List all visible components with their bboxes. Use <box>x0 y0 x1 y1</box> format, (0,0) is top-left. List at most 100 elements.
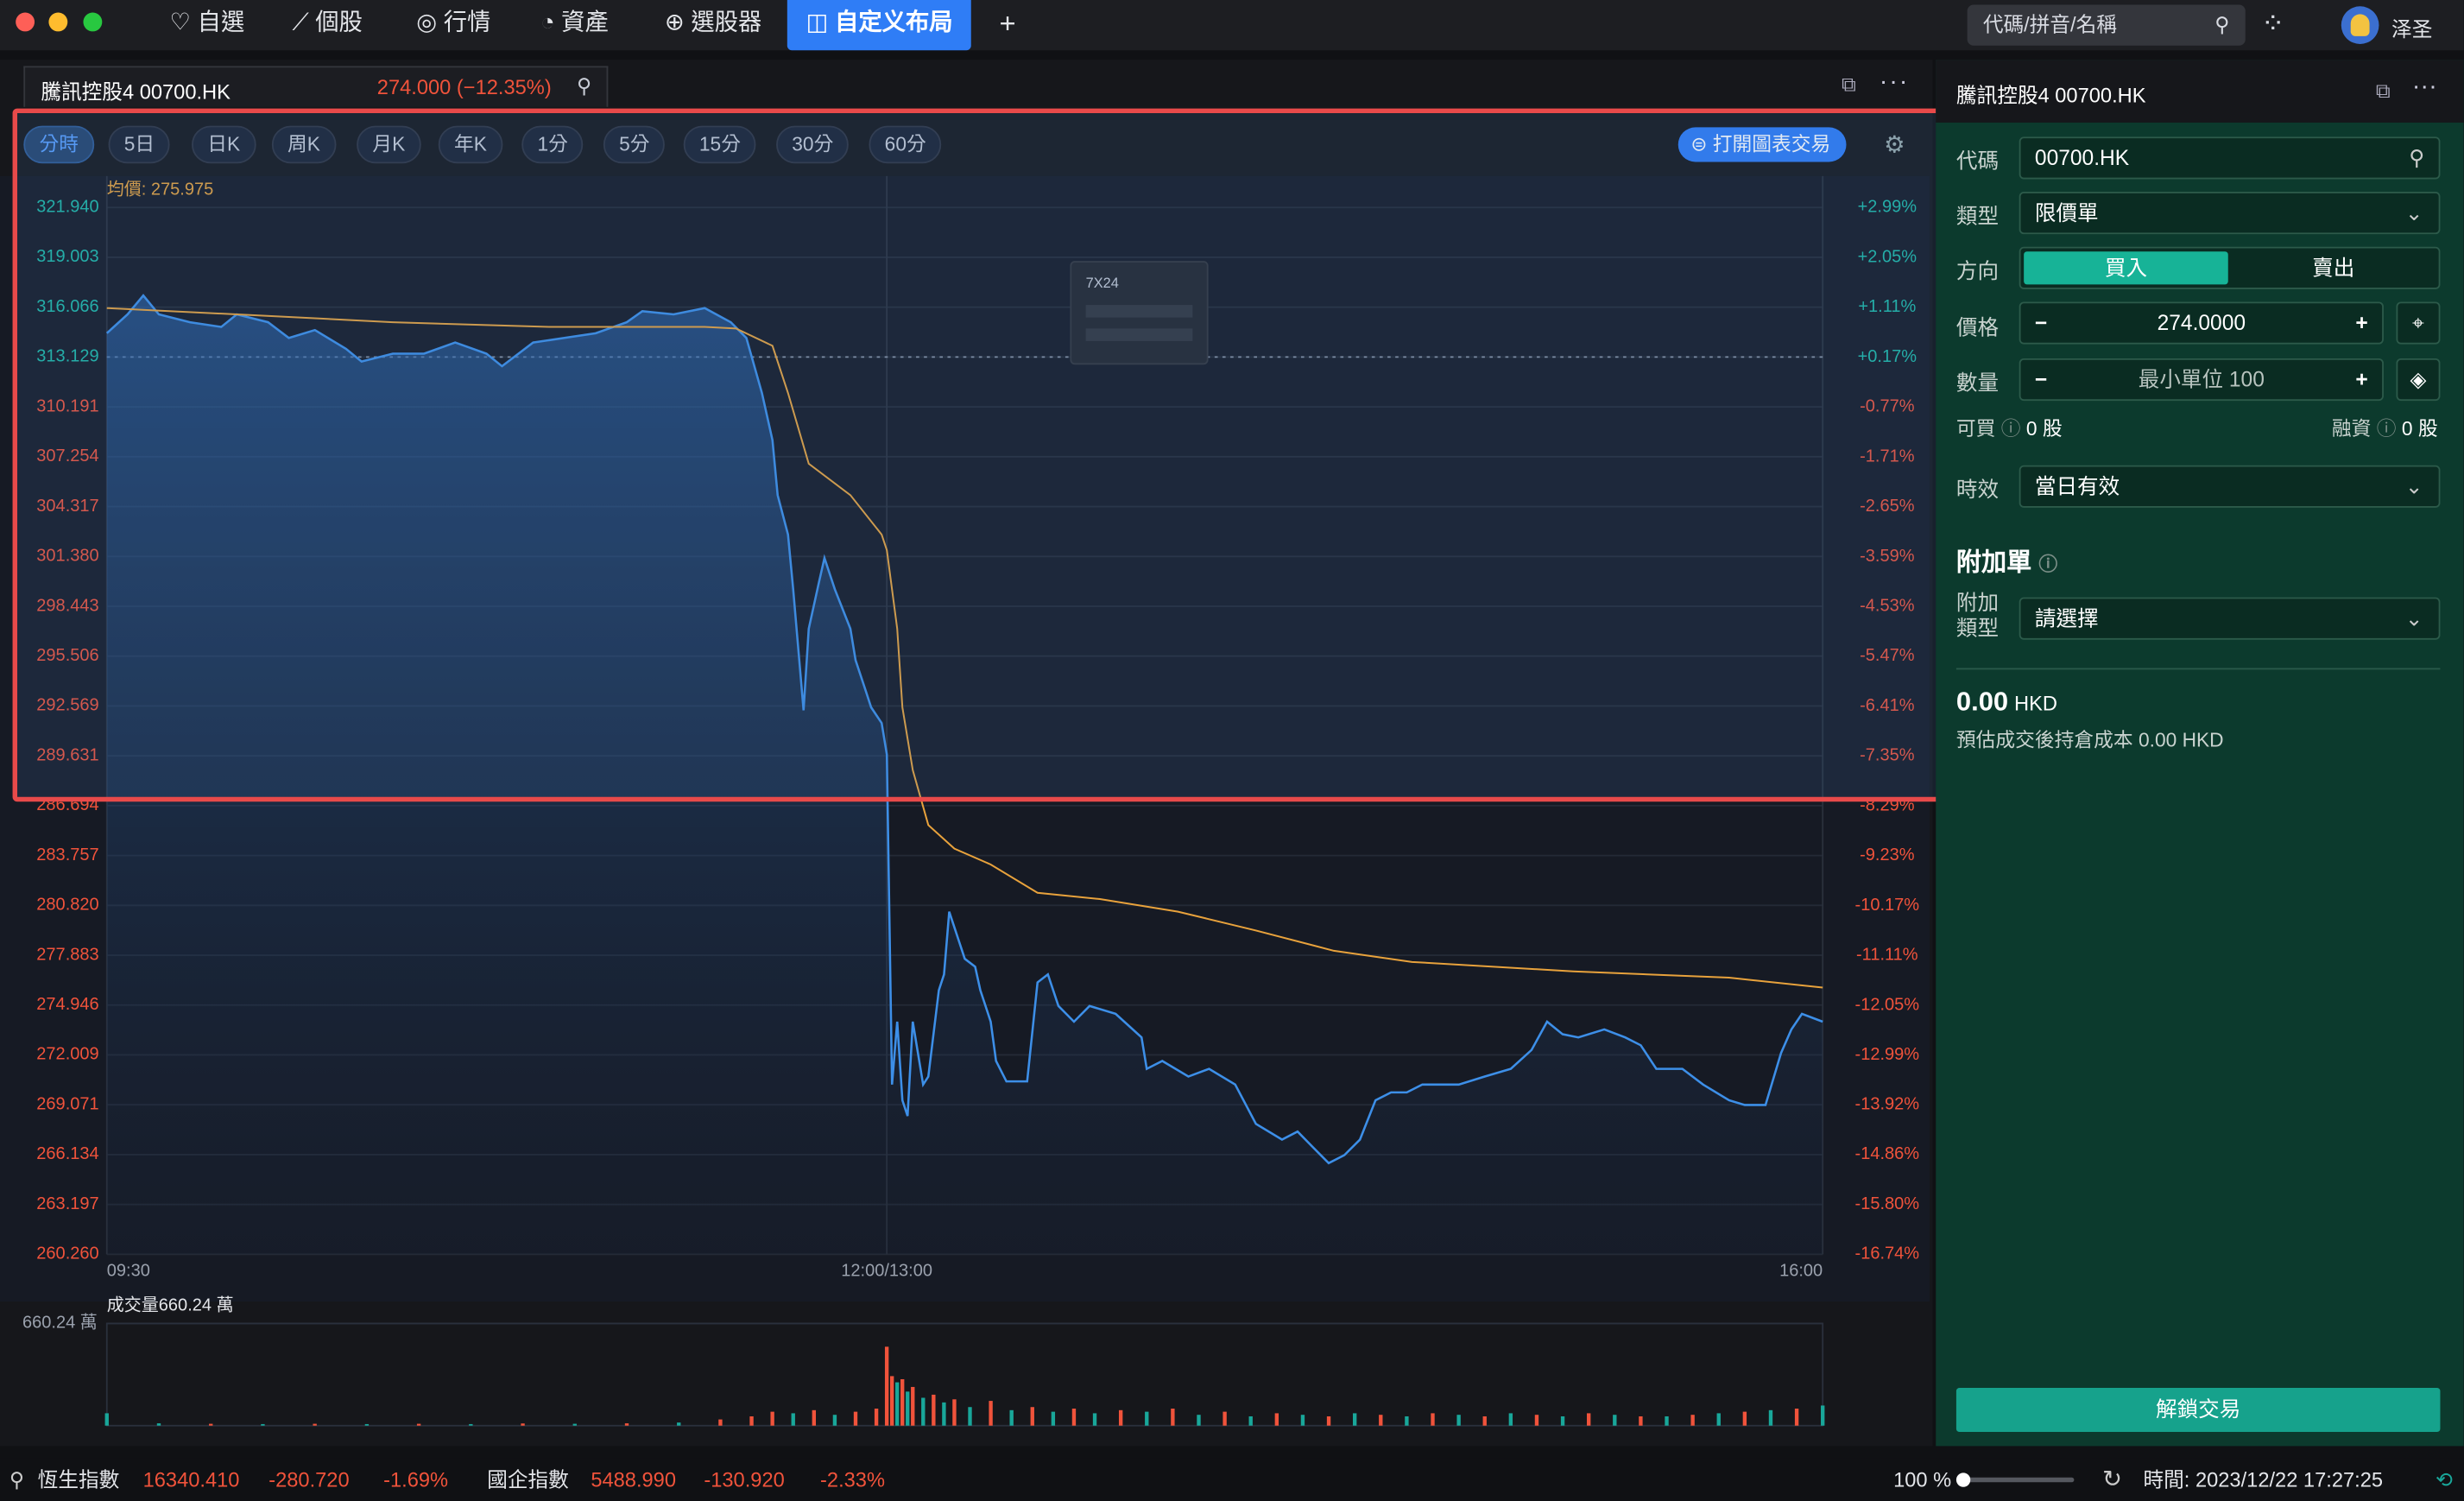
y-tick-label: 301.380 <box>36 547 98 566</box>
sell-button[interactable]: 賣出 <box>2312 256 2355 280</box>
nav-tab[interactable]: ◫ 自定义布局 <box>787 0 972 51</box>
volume-frame <box>105 1322 1824 1427</box>
y2-tick-label: -6.41% <box>1860 696 1915 715</box>
settings-icon[interactable]: ⚙ <box>1884 131 1905 159</box>
news-popup[interactable]: 7X24 <box>1070 261 1209 365</box>
volume-bar <box>1456 1415 1461 1426</box>
price-input[interactable]: − 274.0000 + <box>2019 301 2384 345</box>
y2-tick-label: +2.05% <box>1858 247 1917 266</box>
refresh-icon[interactable]: ↻ <box>2102 1466 2123 1493</box>
search-icon[interactable]: ⚲ <box>576 73 592 98</box>
period-button[interactable]: 日K <box>192 125 256 164</box>
popout-icon[interactable]: ⧉ <box>2375 79 2391 103</box>
layers-button[interactable]: ◈ <box>2396 358 2441 402</box>
volume-bar <box>895 1382 900 1426</box>
volume-bar <box>364 1423 370 1426</box>
index-name[interactable]: 恆生指數 <box>37 1467 120 1492</box>
y2-tick-label: -7.35% <box>1860 746 1915 765</box>
nav-tab[interactable]: ⟋ 個股 <box>292 9 363 36</box>
zoom-button[interactable] <box>83 12 103 32</box>
period-button[interactable]: 分時 <box>23 125 95 164</box>
nav-tab[interactable]: ◎ 行情 <box>416 9 491 36</box>
period-button[interactable]: 月K <box>357 125 421 164</box>
tab-label: 個股 <box>315 9 363 36</box>
volume-bar <box>1405 1416 1409 1426</box>
search-icon: ⚲ <box>2409 146 2425 170</box>
user-name[interactable]: 泽圣 <box>2391 17 2433 41</box>
volume-bar <box>749 1416 754 1426</box>
type-select[interactable]: 限價單 ⌄ <box>2019 192 2441 235</box>
period-button[interactable]: 1分 <box>521 125 584 164</box>
minimize-button[interactable] <box>48 12 68 32</box>
y-tick-label: 321.940 <box>36 198 98 217</box>
volume-bar <box>884 1346 889 1426</box>
zoom-slider[interactable] <box>1955 1472 2075 1487</box>
period-button[interactable]: 周K <box>271 125 337 164</box>
y-tick-label: 295.506 <box>36 646 98 665</box>
validity-select[interactable]: 當日有效 ⌄ <box>2019 465 2441 508</box>
plus-button[interactable]: + <box>2355 311 2368 335</box>
code-input[interactable]: 00700.HK ⚲ <box>2019 136 2441 180</box>
amount-value: 0.00 <box>1955 687 2009 717</box>
qty-input[interactable]: − 最小單位 100 + <box>2019 358 2384 402</box>
attached-select[interactable]: 請選擇 ⌄ <box>2019 597 2441 640</box>
period-button[interactable]: 15分 <box>683 125 757 164</box>
y-tick-label: 266.134 <box>36 1144 98 1163</box>
volume-bar <box>1171 1409 1175 1426</box>
chart-trade-button[interactable]: ⊜ 打開圖表交易 <box>1677 127 1847 162</box>
volume-bar <box>874 1409 879 1426</box>
period-button[interactable]: 5日 <box>108 125 171 164</box>
volume-bar <box>624 1423 629 1426</box>
y-tick-label: 316.066 <box>36 297 98 316</box>
more-icon[interactable]: ··· <box>2411 73 2437 101</box>
search-box[interactable]: 代碼/拼音/名稱 ⚲ <box>1967 4 2246 46</box>
add-tab-button[interactable]: + <box>999 8 1016 40</box>
avatar[interactable] <box>2341 6 2379 44</box>
period-button[interactable]: 年K <box>438 125 503 164</box>
locate-button[interactable]: ⌖ <box>2396 301 2441 345</box>
info-icon[interactable]: ⓘ <box>2038 553 2058 576</box>
index-change: -280.720 <box>269 1467 350 1492</box>
x-tick-label: 16:00 <box>1779 1262 1823 1281</box>
info-icon[interactable]: ⓘ <box>2376 418 2397 440</box>
volume-bar <box>1071 1409 1077 1426</box>
popout-icon[interactable]: ⧉ <box>1842 72 1856 97</box>
zoom-knob[interactable] <box>1955 1472 1971 1487</box>
pin-icon[interactable]: ⚲ <box>9 1467 25 1492</box>
period-button[interactable]: 60分 <box>869 125 942 164</box>
buy-button[interactable]: 買入 <box>2024 251 2228 285</box>
close-button[interactable] <box>16 12 35 32</box>
volume-bar <box>932 1394 936 1426</box>
volume-bar <box>156 1423 161 1426</box>
period-button[interactable]: 5分 <box>603 125 666 164</box>
y2-tick-label: +1.11% <box>1858 297 1916 316</box>
volume-bar <box>921 1397 926 1426</box>
plus-button[interactable]: + <box>2355 367 2368 392</box>
price-line <box>105 294 1823 1165</box>
code-value: 00700.HK <box>2034 146 2130 170</box>
volume-bar <box>1051 1411 1056 1426</box>
volume-bar <box>416 1423 421 1426</box>
volume-bar <box>1690 1415 1695 1426</box>
more-icon[interactable]: ··· <box>1879 69 1910 97</box>
legend-label: 均價: 275.975 <box>107 180 214 200</box>
y-tick-label: 319.003 <box>36 247 98 266</box>
nav-tab[interactable]: ♡ 自選 <box>169 9 245 36</box>
unlock-button[interactable]: 解鎖交易 <box>1955 1388 2441 1433</box>
minus-button[interactable]: − <box>2034 311 2048 335</box>
index-pct: -1.69% <box>383 1467 449 1492</box>
y2-tick-label: -11.11% <box>1856 946 1918 965</box>
attached-value: 請選擇 <box>2034 606 2099 630</box>
y2-tick-label: -1.71% <box>1860 446 1915 466</box>
chart-tab[interactable]: 騰訊控股4 00700.HK 274.000 (−12.35%) ⚲ <box>23 66 609 107</box>
info-icon[interactable]: ⓘ <box>2000 418 2021 440</box>
nav-tab[interactable]: ◔ 資產 <box>540 9 609 36</box>
index-name[interactable]: 國企指數 <box>487 1467 569 1492</box>
apps-icon[interactable]: ⁘ <box>2260 8 2285 40</box>
period-button[interactable]: 30分 <box>776 125 850 164</box>
volume-bar <box>968 1407 972 1426</box>
nav-tab[interactable]: ⊕ 選股器 <box>664 9 762 36</box>
minus-button[interactable]: − <box>2034 367 2048 392</box>
volume-bar <box>1248 1416 1253 1426</box>
amount-currency: HKD <box>2013 691 2057 716</box>
